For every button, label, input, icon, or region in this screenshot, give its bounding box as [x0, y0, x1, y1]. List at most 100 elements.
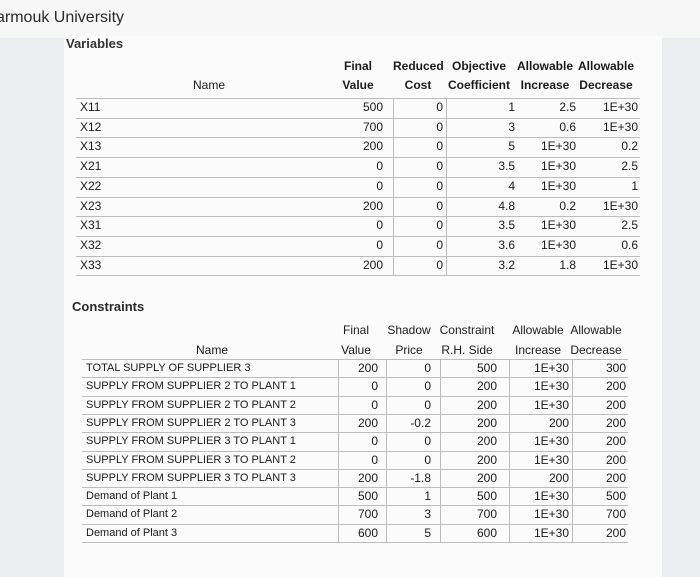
variables-cell-2: 3	[508, 119, 515, 134]
variables-cell-2: 4.8	[498, 198, 515, 213]
variables-cell-2: 3.5	[498, 159, 515, 174]
constraints-cell-2: 200	[476, 415, 497, 430]
constraints-cell-4: 200	[605, 415, 626, 430]
constraints-cell-2: 200	[476, 470, 497, 485]
constraints-cell-1: 0	[424, 452, 431, 467]
variables-cell-3: 0.2	[559, 198, 576, 213]
variables-cell-3: 2.5	[559, 100, 576, 114]
variables-col-divider	[393, 98, 394, 276]
constraints-cell-0: 600	[357, 525, 378, 540]
constraints-cell-0: 700	[357, 507, 378, 522]
variables-row-rule	[76, 137, 640, 139]
constraints-cell-4: 200	[605, 434, 626, 449]
variables-cell-2: 5	[508, 139, 515, 154]
constraints-cell-3: 1E+30	[533, 452, 569, 467]
constraints-cell-1: 1	[424, 489, 431, 504]
variables-cell-1: 0	[436, 257, 443, 272]
variables-row-rule	[76, 235, 640, 237]
constraints-col-divider	[338, 359, 339, 542]
constraints-col-header-2-line-1: R.H. Side	[441, 343, 493, 357]
constraints-cell-4: 500	[605, 489, 626, 504]
constraints-cell-2: 500	[476, 361, 497, 375]
constraints-col-header-0-line-0: Final	[342, 323, 369, 337]
constraints-cell-4: 200	[605, 379, 626, 394]
variables-section-title: Variables	[66, 36, 124, 51]
constraints-cell-3: 1E+30	[533, 434, 569, 449]
constraints-col-header-3-line-0: Allowable	[512, 323, 564, 337]
variables-row-rule	[76, 275, 640, 277]
variables-cell-1: 0	[436, 159, 443, 174]
constraints-col-divider	[386, 359, 387, 542]
variables-cell-0: 0	[376, 237, 383, 252]
constraints-row-name: SUPPLY FROM SUPPLIER 2 TO PLANT 1	[86, 380, 296, 393]
variables-row-rule	[76, 196, 640, 198]
constraints-cell-4: 700	[605, 507, 626, 522]
report-sheet	[64, 36, 662, 577]
constraints-cell-3: 200	[548, 415, 569, 430]
variables-col-header-0-line-0: Final	[343, 59, 372, 73]
constraints-cell-0: 0	[371, 379, 378, 394]
variables-cell-3: 1.8	[559, 257, 576, 272]
variables-row-rule	[76, 157, 640, 159]
variables-row-name: X31	[80, 218, 102, 233]
variables-cell-3: 1E+30	[540, 139, 576, 154]
variables-row-name: X32	[80, 237, 102, 252]
constraints-cell-3: 1E+30	[533, 489, 569, 504]
variables-cell-0: 0	[376, 218, 383, 233]
variables-row-name: X23	[80, 198, 102, 213]
constraints-cell-4: 200	[605, 525, 626, 540]
variables-row-name: X21	[80, 159, 102, 174]
variables-cell-2: 4	[508, 178, 515, 193]
variables-row-rule	[76, 216, 640, 218]
constraints-cell-0: 200	[357, 361, 378, 375]
variables-col-header-3-line-0: Allowable	[516, 59, 573, 73]
constraints-cell-1: -0.2	[410, 415, 431, 430]
constraints-cell-3: 1E+30	[533, 525, 569, 540]
constraints-row-rule	[82, 432, 628, 434]
constraints-cell-2: 200	[476, 434, 497, 449]
constraints-col-header-4-line-0: Allowable	[570, 323, 622, 337]
variables-row-rule	[76, 176, 640, 178]
variables-col-header-2-line-0: Objective	[451, 59, 507, 73]
variables-col-header-2-line-1: Coefficient	[447, 78, 510, 92]
constraints-cell-1: 0	[424, 434, 431, 449]
constraints-row-name: Demand of Plant 1	[86, 490, 178, 503]
variables-cell-4: 2.5	[621, 218, 638, 233]
constraints-row-name: SUPPLY FROM SUPPLIER 3 TO PLANT 3	[86, 471, 296, 484]
variables-cell-1: 0	[436, 218, 443, 233]
constraints-cell-2: 200	[476, 397, 497, 412]
variables-cell-1: 0	[436, 100, 443, 114]
constraints-cell-0: 200	[357, 470, 378, 485]
constraints-cell-0: 200	[357, 415, 378, 430]
variables-row-rule	[76, 117, 640, 119]
variables-cell-0: 200	[362, 257, 383, 272]
variables-cell-3: 1E+30	[540, 237, 576, 252]
constraints-cell-3: 1E+30	[533, 397, 569, 412]
constraints-cell-1: 3	[424, 507, 431, 522]
university-title: armouk University	[0, 9, 125, 26]
variables-cell-3: 1E+30	[540, 159, 576, 174]
variables-cell-4: 2.5	[621, 159, 638, 174]
variables-cell-1: 0	[436, 139, 443, 154]
variables-cell-3: 1E+30	[540, 218, 576, 233]
variables-row-name: X33	[80, 257, 102, 272]
constraints-cell-3: 1E+30	[533, 507, 569, 522]
constraints-cell-1: -1.8	[410, 470, 431, 485]
variables-cell-0: 200	[362, 198, 383, 213]
variables-cell-4: 0.2	[621, 139, 638, 154]
constraints-cell-1: 0	[424, 397, 431, 412]
constraints-col-header-3-line-1: Increase	[514, 343, 562, 357]
constraints-cell-4: 200	[605, 470, 626, 485]
constraints-cell-2: 600	[476, 525, 497, 540]
variables-header-rule	[76, 98, 640, 99]
constraints-col-header-2-line-0: Constraint	[439, 323, 495, 337]
constraints-col-header-0-line-1: Value	[341, 343, 371, 357]
constraints-cell-4: 200	[605, 452, 626, 467]
constraints-cell-0: 500	[357, 489, 378, 504]
constraints-cell-2: 200	[476, 452, 497, 467]
constraints-row-name: TOTAL SUPPLY OF SUPPLIER 3	[86, 362, 251, 374]
constraints-row-name: Demand of Plant 2	[86, 508, 178, 521]
constraints-col-header-4-line-1: Decrease	[570, 343, 622, 357]
constraints-row-rule	[82, 523, 628, 525]
variables-row-rule	[76, 255, 640, 257]
